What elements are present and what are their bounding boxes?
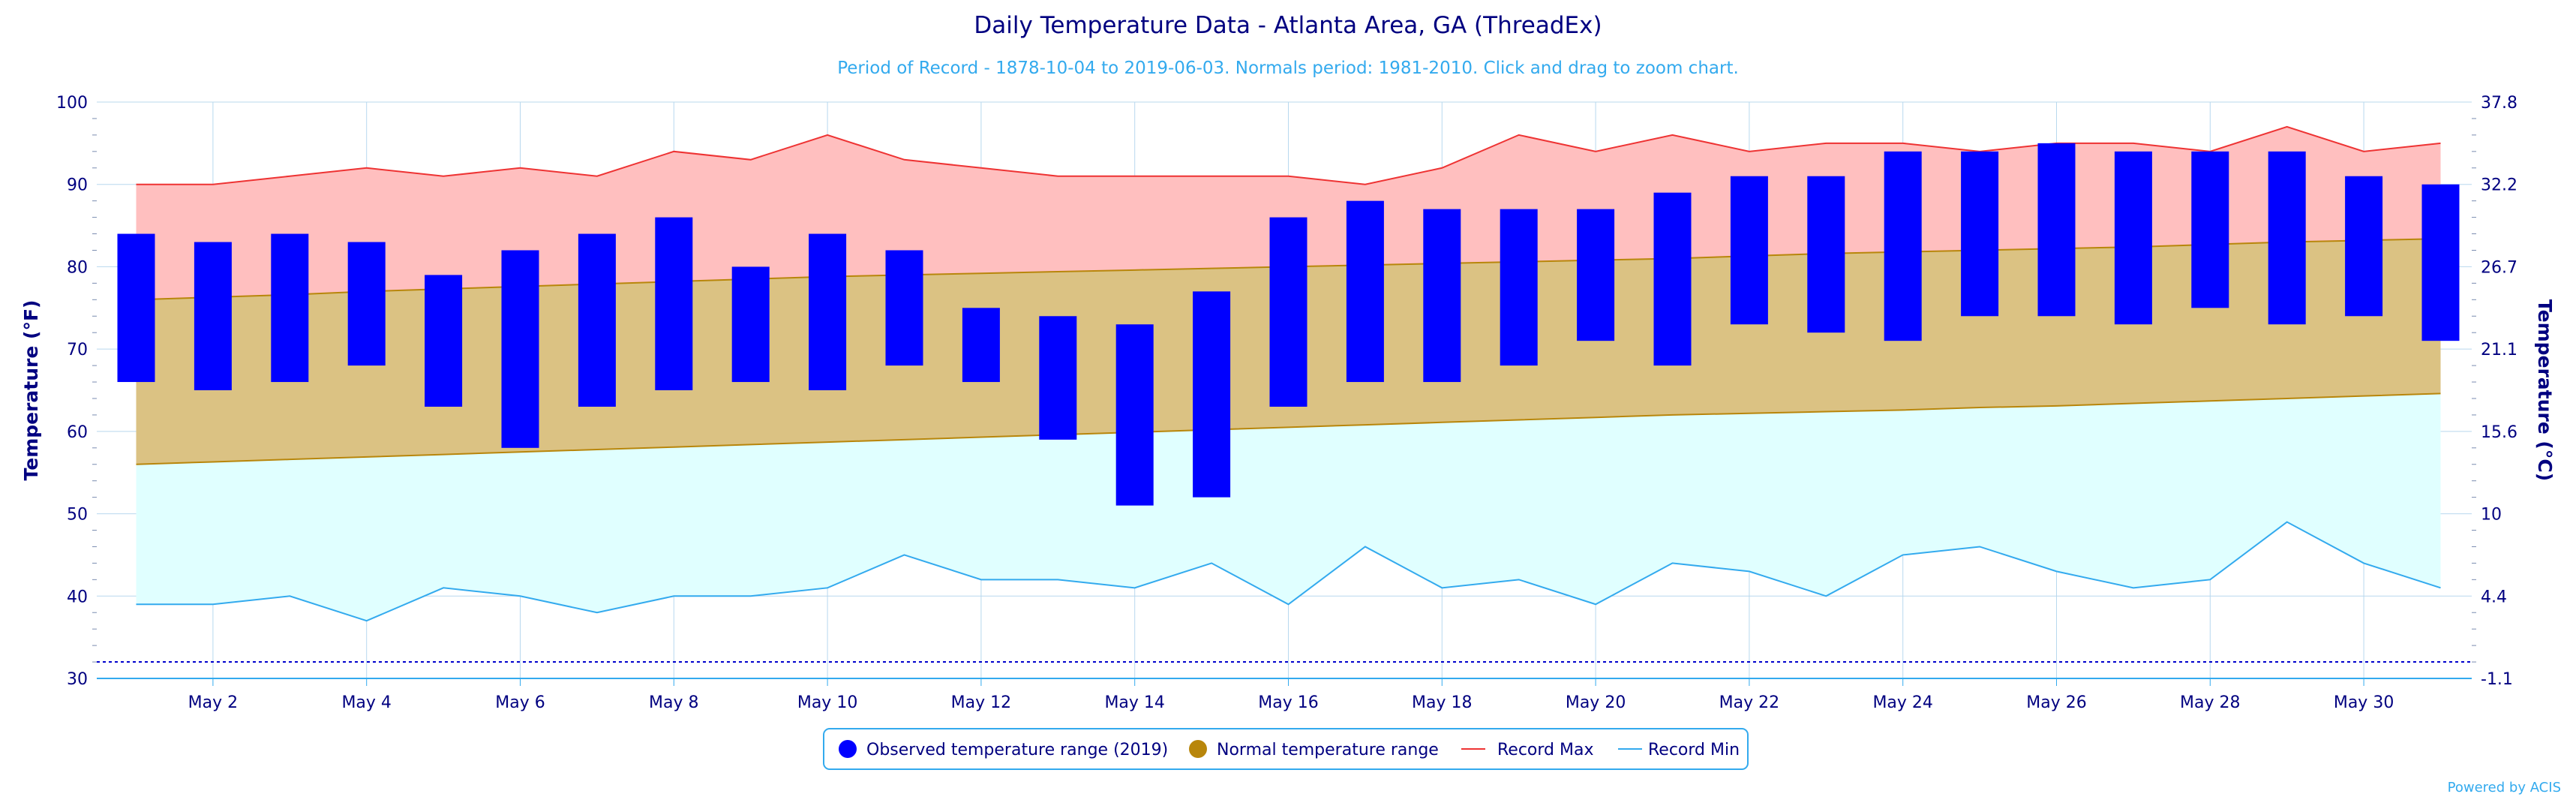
- observed-bar-may-20[interactable]: [1577, 209, 1615, 341]
- x-tick-label: May 6: [495, 693, 545, 712]
- y-tick-label-right: 4.4: [2481, 588, 2507, 606]
- legend-observed-label: Observed temperature range (2019): [866, 741, 1168, 759]
- x-tick-label: May 30: [2334, 693, 2394, 712]
- observed-bar-may-28[interactable]: [2191, 151, 2229, 308]
- x-tick-label: May 16: [1258, 693, 1318, 712]
- x-tick-label: May 24: [1872, 693, 1932, 712]
- legend-item-record-min[interactable]: Record Min: [1618, 741, 1740, 759]
- y-tick-label-right: 37.8: [2481, 94, 2517, 113]
- y-tick-label-left: 30: [67, 670, 88, 689]
- y-tick-label-left: 70: [67, 341, 88, 359]
- observed-bar-may-24[interactable]: [1884, 151, 1922, 341]
- y-tick-label-right: 32.2: [2481, 176, 2517, 195]
- x-tick-label: May 4: [341, 693, 391, 712]
- x-tick-label: May 10: [797, 693, 857, 712]
- x-tick-label: May 2: [188, 693, 238, 712]
- observed-bar-may-21[interactable]: [1653, 192, 1692, 366]
- x-tick-label: May 14: [1104, 693, 1164, 712]
- y-tick-label-right: -1.1: [2481, 670, 2513, 689]
- record-min-line: [136, 521, 2441, 622]
- legend-item-record-max[interactable]: Record Max: [1461, 741, 1594, 759]
- legend-normal-marker: [1189, 740, 1207, 758]
- chart-title: Daily Temperature Data - Atlanta Area, G…: [974, 12, 1602, 39]
- observed-bar-may-25[interactable]: [1961, 151, 1999, 317]
- observed-bar-may-1[interactable]: [117, 233, 155, 383]
- normal-low-line: [136, 392, 2441, 465]
- y-tick-label-right: 10: [2481, 506, 2502, 525]
- observed-bar-may-19[interactable]: [1500, 209, 1538, 366]
- y-tick-label-right: 15.6: [2481, 423, 2517, 442]
- observed-bar-may-18[interactable]: [1423, 209, 1461, 383]
- axes: 30 -1.1 40 4.4 50 10 60 15.6 70 21.1 80 26.7 90 32.2 1…: [56, 94, 2517, 712]
- x-tick-label: May 20: [1566, 693, 1626, 712]
- observed-bar-may-10[interactable]: [809, 233, 847, 390]
- observed-bar-may-17[interactable]: [1346, 200, 1384, 383]
- observed-bar-may-13[interactable]: [1039, 316, 1077, 440]
- x-tick-label: May 28: [2180, 693, 2240, 712]
- legend: Observed temperature range (2019) Normal…: [823, 728, 1749, 770]
- y-tick-label-left: 50: [67, 506, 88, 525]
- observed-bar-may-16[interactable]: [1269, 217, 1308, 407]
- plot-area[interactable]: [97, 101, 2472, 679]
- legend-record-max-label: Record Max: [1497, 741, 1594, 759]
- credits-link[interactable]: Powered by ACIS: [2448, 780, 2561, 795]
- observed-bar-may-12[interactable]: [962, 308, 1000, 383]
- y-tick-label-left: 90: [67, 176, 88, 195]
- y-axis-title-right: Temperature (°C): [2534, 299, 2556, 481]
- observed-bar-may-15[interactable]: [1193, 291, 1231, 498]
- observed-bar-may-27[interactable]: [2114, 151, 2152, 325]
- observed-bar-may-6[interactable]: [501, 250, 539, 448]
- observed-bar-may-11[interactable]: [885, 250, 923, 366]
- observed-bar-may-26[interactable]: [2037, 143, 2076, 317]
- observed-bar-may-9[interactable]: [731, 266, 770, 383]
- legend-observed-marker: [839, 740, 857, 758]
- x-tick-label: May 22: [1719, 693, 1779, 712]
- y-tick-label-left: 100: [56, 94, 88, 113]
- observed-bar-may-3[interactable]: [271, 233, 309, 383]
- x-tick-label: May 12: [951, 693, 1011, 712]
- observed-bar-may-5[interactable]: [425, 275, 463, 407]
- legend-record-min-label: Record Min: [1648, 741, 1740, 759]
- legend-box: [823, 728, 1749, 770]
- observed-bar-may-7[interactable]: [578, 233, 616, 407]
- chart-subtitle: Period of Record - 1878-10-04 to 2019-06…: [837, 59, 1739, 78]
- observed-bar-may-30[interactable]: [2345, 176, 2383, 317]
- observed-bar-may-2[interactable]: [194, 242, 232, 390]
- y-tick-label-left: 60: [67, 423, 88, 442]
- observed-bar-may-8[interactable]: [655, 217, 693, 390]
- y-tick-label-right: 21.1: [2481, 341, 2517, 359]
- x-tick-label: May 26: [2026, 693, 2086, 712]
- record-max-area: [136, 126, 2441, 300]
- y-axis-title-left: Temperature (°F): [20, 300, 42, 481]
- observed-bar-may-4[interactable]: [347, 242, 386, 366]
- observed-bar-may-23[interactable]: [1807, 176, 1845, 333]
- y-tick-label-left: 40: [67, 588, 88, 606]
- observed-bar-may-22[interactable]: [1730, 176, 1768, 325]
- y-tick-label-right: 26.7: [2481, 258, 2517, 277]
- record-min-area: [136, 393, 2441, 621]
- legend-item-normal[interactable]: Normal temperature range: [1189, 740, 1439, 759]
- x-tick-label: May 8: [649, 693, 698, 712]
- legend-normal-label: Normal temperature range: [1217, 741, 1439, 759]
- legend-item-observed[interactable]: Observed temperature range (2019): [839, 740, 1168, 759]
- observed-bar-may-14[interactable]: [1115, 324, 1154, 506]
- x-tick-label: May 18: [1412, 693, 1472, 712]
- observed-bar-may-31[interactable]: [2421, 184, 2460, 341]
- observed-bar-may-29[interactable]: [2268, 151, 2306, 325]
- y-tick-label-left: 80: [67, 258, 88, 277]
